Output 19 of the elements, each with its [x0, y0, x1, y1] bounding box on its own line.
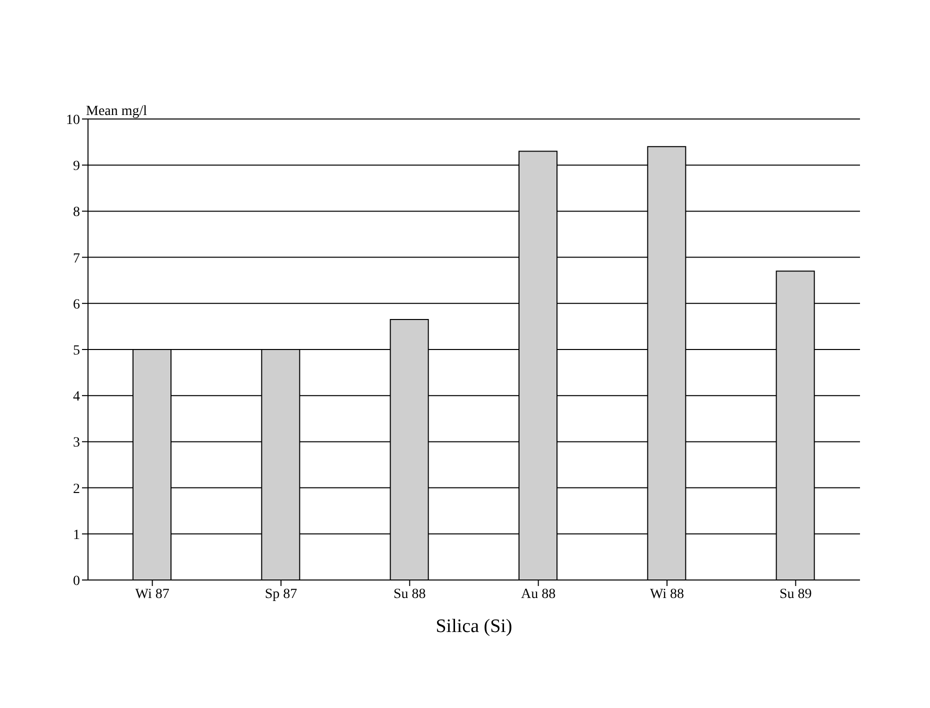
y-tick-label: 4 — [73, 390, 80, 405]
x-tick-label: Sp 87 — [264, 586, 298, 602]
x-axis-title: Silica (Si) — [436, 616, 512, 637]
x-tick-label: Wi 87 — [135, 586, 170, 602]
x-tick-label: Su 89 — [780, 586, 812, 602]
x-tick-label: Su 88 — [394, 586, 426, 602]
x-tick-label: Wi 88 — [650, 586, 684, 602]
y-tick-label: 8 — [73, 205, 80, 220]
y-tick-label: 0 — [73, 574, 80, 589]
y-tick-label: 3 — [73, 436, 80, 451]
y-tick-label: 2 — [73, 482, 80, 497]
y-tick-label: 6 — [73, 297, 80, 312]
y-tick-label: 7 — [73, 251, 80, 266]
y-axis-title: Mean mg/l — [86, 104, 148, 120]
y-tick-label: 1 — [73, 528, 80, 543]
y-tick-label: 9 — [73, 159, 80, 174]
y-tick-label: 10 — [66, 112, 80, 128]
y-tick-label: 5 — [73, 343, 80, 358]
x-tick-label: Au 88 — [521, 586, 556, 602]
